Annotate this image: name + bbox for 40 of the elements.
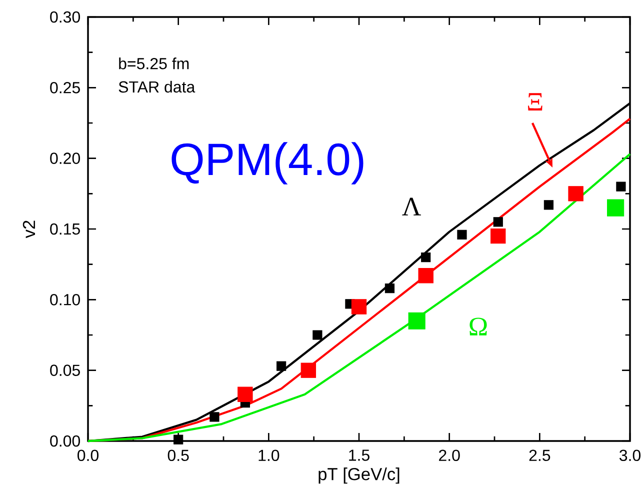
point [418, 268, 434, 284]
point [457, 230, 467, 240]
point [568, 186, 584, 202]
point [300, 362, 316, 378]
y-tick-label: 0.05 [50, 364, 80, 376]
point [351, 299, 367, 314]
annotation: b=5.25 fm [119, 58, 189, 70]
point [616, 182, 626, 192]
annotation: QPM(4.0) [172, 142, 364, 184]
point [490, 228, 506, 244]
x-axis-title: pT [GeV/c] [318, 468, 400, 484]
x-tick-label: 2.0 [439, 450, 460, 462]
x-tick-label: 0.0 [78, 450, 99, 462]
point [544, 200, 554, 210]
x-tick-label: 1.5 [349, 450, 370, 461]
y-tick-label: 0.30 [50, 11, 80, 23]
x-tick-label: 1.0 [258, 450, 280, 462]
y-tick-label: 0.25 [50, 82, 80, 94]
point [210, 412, 220, 422]
y-tick-label: 0.20 [50, 152, 80, 164]
x-tick-label: 2.5 [529, 450, 550, 462]
point [421, 252, 431, 262]
point [384, 284, 395, 294]
point [174, 434, 184, 444]
annotation: STAR data [118, 80, 196, 93]
annotation: Ω [470, 318, 487, 336]
annotation: Ξ [528, 93, 542, 111]
x-tick-label: 3.0 [619, 450, 641, 462]
point [607, 199, 624, 216]
y-tick-label: 0.15 [50, 223, 80, 235]
point [493, 217, 503, 227]
point [238, 386, 253, 402]
y-tick-label: 0.00 [50, 435, 80, 447]
y-axis-title: v2 [22, 220, 35, 238]
x-tick-label: 0.5 [168, 450, 189, 462]
point [276, 361, 286, 371]
point [312, 330, 322, 340]
annotation: Λ [402, 198, 421, 216]
y-tick-label: 0.10 [50, 294, 80, 306]
point [408, 312, 426, 330]
